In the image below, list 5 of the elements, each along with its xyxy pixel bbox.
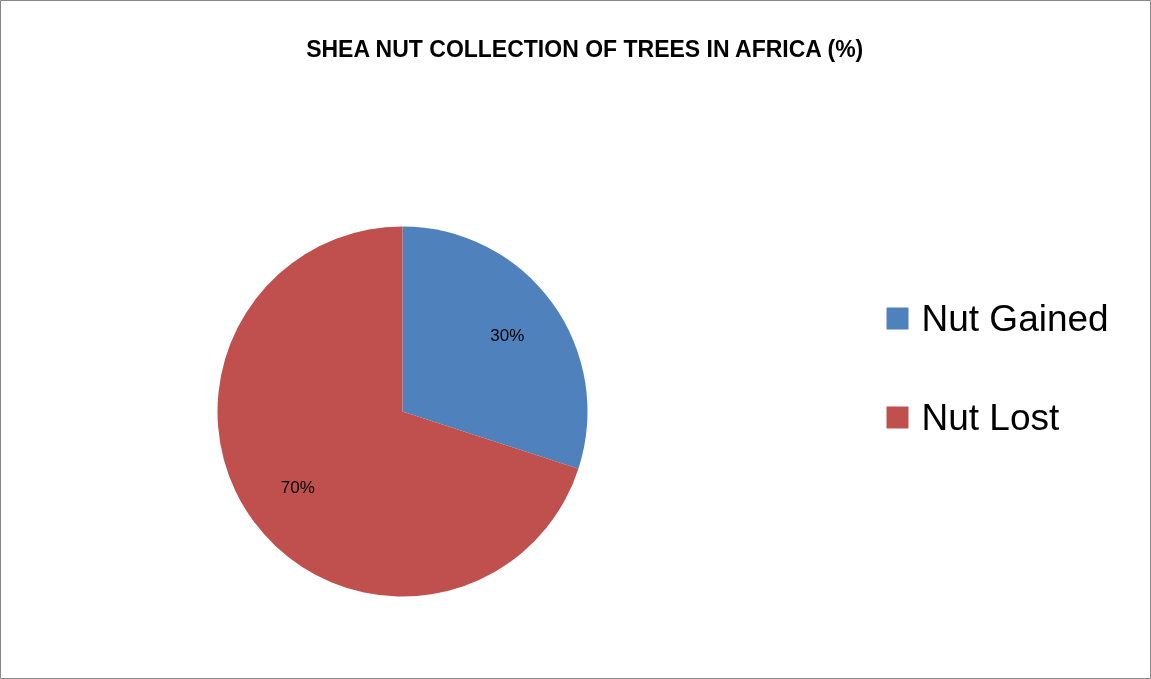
data-label: 30% xyxy=(490,325,525,345)
legend-label: Nut Gained xyxy=(921,298,1109,339)
legend-label: Nut Lost xyxy=(921,397,1061,438)
data-label: 70% xyxy=(280,478,315,498)
chart-title: SHEA NUT COLLECTION OF TREES IN AFRICA (%) xyxy=(306,35,864,62)
